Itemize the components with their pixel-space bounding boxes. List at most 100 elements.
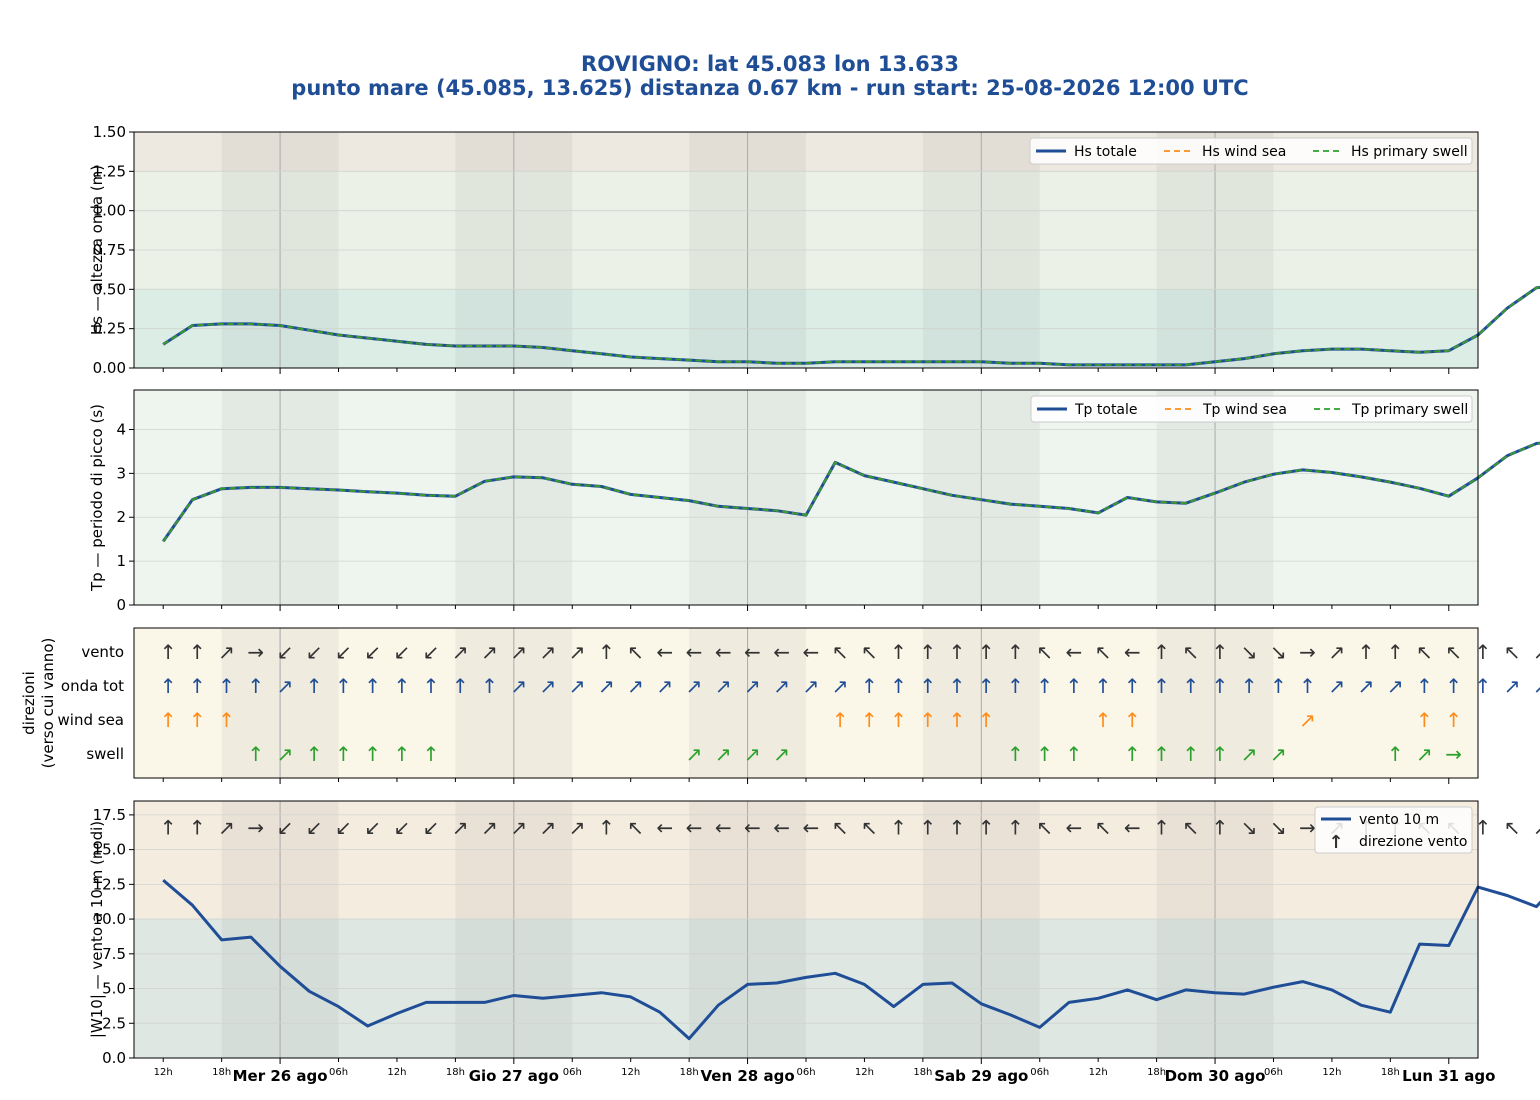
legend-box bbox=[1029, 137, 1473, 165]
direction-arrow: ↑ bbox=[890, 674, 907, 698]
direction-arrow: ↗ bbox=[1504, 674, 1521, 698]
y-tick-label-4: 10.0 bbox=[93, 910, 126, 928]
wind-direction-arrow: ↙ bbox=[335, 815, 352, 839]
wind-direction-arrow: → bbox=[1299, 815, 1316, 839]
direction-arrow: ↑ bbox=[890, 640, 907, 664]
direction-arrow: ↑ bbox=[1387, 640, 1404, 664]
direction-arrow: ↑ bbox=[335, 674, 352, 698]
panel-frame bbox=[133, 389, 1479, 606]
wind-direction-arrow: ↑ bbox=[1474, 815, 1491, 839]
wind-direction-arrow: ← bbox=[686, 815, 703, 839]
direction-arrow: ↑ bbox=[335, 742, 352, 766]
direction-arrow: ↗ bbox=[452, 640, 469, 664]
direction-arrow: ↗ bbox=[1241, 742, 1258, 766]
direction-arrow: ↑ bbox=[364, 742, 381, 766]
wind-direction-arrow: ↑ bbox=[160, 815, 177, 839]
legend-entry: vento 10 m bbox=[1359, 812, 1439, 828]
x-tick-label: 06h bbox=[563, 1067, 582, 1078]
direction-arrow: ↑ bbox=[393, 742, 410, 766]
y-tick-label-0: 0 bbox=[116, 596, 126, 614]
wind-direction-arrow: ↑ bbox=[1153, 815, 1170, 839]
legend-entry: Hs wind sea bbox=[1202, 144, 1286, 160]
direction-arrow: ↗ bbox=[686, 674, 703, 698]
wind-direction-arrow: ↗ bbox=[1533, 815, 1540, 839]
x-tick-label: 12h bbox=[621, 1067, 640, 1078]
wind-direction-arrow: ↑ bbox=[1007, 815, 1024, 839]
direction-arrow: ↗ bbox=[510, 640, 527, 664]
direction-arrow: ↑ bbox=[890, 708, 907, 732]
direction-arrow: → bbox=[1445, 742, 1462, 766]
direction-arrow: ↑ bbox=[160, 708, 177, 732]
direction-arrow: ↑ bbox=[393, 674, 410, 698]
direction-arrow: ↖ bbox=[861, 640, 878, 664]
wind-direction-arrow: ↖ bbox=[832, 815, 849, 839]
x-tick-label: 12h bbox=[855, 1067, 874, 1078]
y-tick-label-3: 3 bbox=[116, 464, 126, 482]
wind-direction-arrow: ↑ bbox=[189, 815, 206, 839]
x-axis: 12h 18h 06h 12h 18h 06h 12h 18h 06h 12h 18h 06h 12h 1… bbox=[154, 1067, 1496, 1085]
wind-direction-arrow: ↖ bbox=[1036, 815, 1053, 839]
direction-arrow: ↑ bbox=[306, 742, 323, 766]
direction-arrow: ↑ bbox=[598, 640, 615, 664]
direction-arrow: ↗ bbox=[1328, 674, 1345, 698]
direction-arrow: ↑ bbox=[1153, 742, 1170, 766]
wind-direction-arrow: ↗ bbox=[510, 815, 527, 839]
x-tick-label: 06h bbox=[796, 1067, 815, 1078]
y-tick-label-3: 0.75 bbox=[93, 241, 126, 259]
y-tick-label-0: 0.0 bbox=[102, 1049, 126, 1067]
direction-arrow: ↗ bbox=[1533, 674, 1540, 698]
y-tick-label-0: 0.00 bbox=[93, 359, 126, 377]
wind-direction-arrow: ← bbox=[802, 815, 819, 839]
y-tick-label-6: 1.50 bbox=[93, 123, 126, 141]
direction-arrow: ↑ bbox=[949, 640, 966, 664]
panel-frame bbox=[133, 131, 1479, 369]
wind-direction-arrow: ← bbox=[1124, 815, 1141, 839]
direction-arrow: ↑ bbox=[1153, 640, 1170, 664]
row-label-swell: swell bbox=[86, 745, 124, 763]
x-tick-label: 12h bbox=[387, 1067, 406, 1078]
y-tick-label-3: 7.5 bbox=[102, 945, 126, 963]
direction-arrow: ↗ bbox=[277, 742, 294, 766]
direction-arrow: ↑ bbox=[1153, 674, 1170, 698]
y-tick-label-5: 12.5 bbox=[93, 875, 126, 893]
direction-arrow: ↙ bbox=[306, 640, 323, 664]
direction-arrow: ↑ bbox=[247, 742, 264, 766]
row-label-onda-tot: onda tot bbox=[61, 677, 124, 695]
direction-arrow: ↗ bbox=[569, 640, 586, 664]
direction-arrow: ↖ bbox=[832, 640, 849, 664]
direction-arrow: ↙ bbox=[393, 640, 410, 664]
direction-arrow: ↑ bbox=[1212, 742, 1229, 766]
background-band-1 bbox=[134, 801, 1478, 920]
chart-title-line1: ROVIGNO: lat 45.083 lon 13.633 bbox=[581, 52, 959, 76]
legend-box bbox=[1030, 395, 1473, 423]
wind-direction-arrow: ↖ bbox=[627, 815, 644, 839]
direction-arrow: ↑ bbox=[1474, 640, 1491, 664]
wind-direction-arrow: ← bbox=[773, 815, 790, 839]
series-line-hs-primary-swell bbox=[162, 286, 1540, 366]
direction-arrow: → bbox=[1299, 640, 1316, 664]
direction-arrow: ↗ bbox=[540, 674, 557, 698]
y-tick-label-5: 1.25 bbox=[93, 162, 126, 180]
x-tick-label: 18h bbox=[212, 1067, 231, 1078]
direction-arrow: ↑ bbox=[919, 708, 936, 732]
direction-arrow: ↗ bbox=[1328, 640, 1345, 664]
direction-arrow: ↙ bbox=[364, 640, 381, 664]
wind-direction-arrow: ↑ bbox=[890, 815, 907, 839]
direction-arrow: ← bbox=[715, 640, 732, 664]
wind-direction-arrow: ↖ bbox=[1504, 815, 1521, 839]
direction-arrow: ↑ bbox=[832, 708, 849, 732]
direction-arrow: ↗ bbox=[744, 674, 761, 698]
direction-arrow: ↗ bbox=[773, 742, 790, 766]
wind-direction-arrow: ← bbox=[656, 815, 673, 839]
direction-arrow: ↘ bbox=[1241, 640, 1258, 664]
day-label: Mer 26 ago bbox=[233, 1067, 328, 1085]
direction-arrow: ↖ bbox=[1182, 640, 1199, 664]
direction-arrow: ↑ bbox=[1036, 674, 1053, 698]
x-tick-label: 18h bbox=[1381, 1067, 1400, 1078]
y-axis-label: direzioni bbox=[20, 671, 38, 735]
legend-box bbox=[1314, 806, 1473, 854]
direction-arrow: ↑ bbox=[1299, 674, 1316, 698]
direction-arrow: ↑ bbox=[1124, 742, 1141, 766]
direction-arrow: ↑ bbox=[1416, 674, 1433, 698]
